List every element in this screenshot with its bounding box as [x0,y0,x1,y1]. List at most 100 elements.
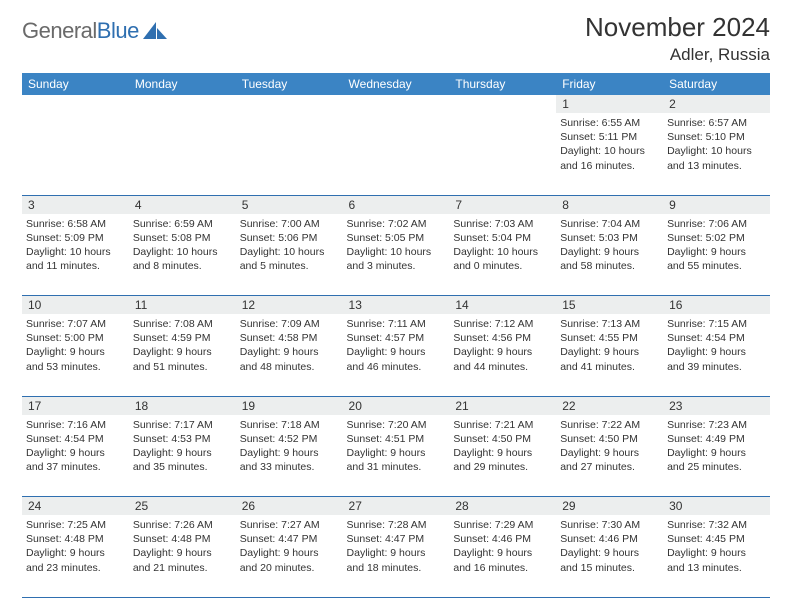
location: Adler, Russia [585,45,770,65]
sunrise-text: Sunrise: 7:08 AM [133,317,232,331]
sunset-text: Sunset: 5:03 PM [560,231,659,245]
day-cell: Sunrise: 7:20 AMSunset: 4:51 PMDaylight:… [343,415,450,497]
header: GeneralBlue November 2024 Adler, Russia [22,12,770,65]
day-cell: Sunrise: 7:26 AMSunset: 4:48 PMDaylight:… [129,515,236,597]
daynum-row: 3456789 [22,195,770,214]
sunrise-text: Sunrise: 7:15 AM [667,317,766,331]
sunset-text: Sunset: 4:46 PM [560,532,659,546]
daylight-text-2: and 15 minutes. [560,561,659,575]
sunrise-text: Sunrise: 7:02 AM [347,217,446,231]
day-number: 5 [236,195,343,214]
sunset-text: Sunset: 4:56 PM [453,331,552,345]
brand-name-blue: Blue [97,18,139,43]
weekday-header: Thursday [449,73,556,95]
day-number: 18 [129,396,236,415]
page: GeneralBlue November 2024 Adler, Russia … [0,0,792,598]
sunset-text: Sunset: 4:58 PM [240,331,339,345]
day-cell: Sunrise: 7:17 AMSunset: 4:53 PMDaylight:… [129,415,236,497]
daylight-text-2: and 23 minutes. [26,561,125,575]
day-number: 14 [449,296,556,315]
day-number: 26 [236,497,343,516]
day-number: 9 [663,195,770,214]
sunset-text: Sunset: 4:47 PM [347,532,446,546]
daylight-text-1: Daylight: 10 hours [133,245,232,259]
daylight-text-1: Daylight: 9 hours [560,546,659,560]
day-number: 13 [343,296,450,315]
day-number: 15 [556,296,663,315]
sunrise-text: Sunrise: 7:20 AM [347,418,446,432]
sunset-text: Sunset: 4:57 PM [347,331,446,345]
sunrise-text: Sunrise: 7:07 AM [26,317,125,331]
day-cell: Sunrise: 6:59 AMSunset: 5:08 PMDaylight:… [129,214,236,296]
day-cell: Sunrise: 7:18 AMSunset: 4:52 PMDaylight:… [236,415,343,497]
day-cell: Sunrise: 7:29 AMSunset: 4:46 PMDaylight:… [449,515,556,597]
day-number [129,95,236,113]
day-cell: Sunrise: 7:23 AMSunset: 4:49 PMDaylight:… [663,415,770,497]
daylight-text-2: and 35 minutes. [133,460,232,474]
sunset-text: Sunset: 4:50 PM [453,432,552,446]
daylight-text-1: Daylight: 10 hours [560,144,659,158]
day-number: 7 [449,195,556,214]
sunrise-text: Sunrise: 7:28 AM [347,518,446,532]
daylight-text-2: and 51 minutes. [133,360,232,374]
daylight-text-2: and 44 minutes. [453,360,552,374]
daynum-row: 10111213141516 [22,296,770,315]
daylight-text-2: and 16 minutes. [453,561,552,575]
daylight-text-2: and 5 minutes. [240,259,339,273]
weekday-header-row: SundayMondayTuesdayWednesdayThursdayFrid… [22,73,770,95]
sunset-text: Sunset: 5:00 PM [26,331,125,345]
day-number: 22 [556,396,663,415]
day-number: 23 [663,396,770,415]
calendar-body: 12Sunrise: 6:55 AMSunset: 5:11 PMDayligh… [22,95,770,597]
daynum-row: 12 [22,95,770,113]
day-cell [22,113,129,195]
sunrise-text: Sunrise: 7:22 AM [560,418,659,432]
week-row: Sunrise: 7:07 AMSunset: 5:00 PMDaylight:… [22,314,770,396]
day-cell: Sunrise: 7:15 AMSunset: 4:54 PMDaylight:… [663,314,770,396]
sunset-text: Sunset: 5:09 PM [26,231,125,245]
day-number: 21 [449,396,556,415]
day-number: 2 [663,95,770,113]
day-cell: Sunrise: 7:04 AMSunset: 5:03 PMDaylight:… [556,214,663,296]
day-number: 10 [22,296,129,315]
day-number: 24 [22,497,129,516]
day-cell: Sunrise: 7:06 AMSunset: 5:02 PMDaylight:… [663,214,770,296]
day-number [449,95,556,113]
sunrise-text: Sunrise: 6:55 AM [560,116,659,130]
day-cell: Sunrise: 7:21 AMSunset: 4:50 PMDaylight:… [449,415,556,497]
day-number: 1 [556,95,663,113]
daylight-text-1: Daylight: 9 hours [133,446,232,460]
sunrise-text: Sunrise: 6:58 AM [26,217,125,231]
day-cell: Sunrise: 7:09 AMSunset: 4:58 PMDaylight:… [236,314,343,396]
sunrise-text: Sunrise: 7:06 AM [667,217,766,231]
daylight-text-1: Daylight: 9 hours [240,446,339,460]
sunset-text: Sunset: 4:50 PM [560,432,659,446]
day-number: 27 [343,497,450,516]
sunrise-text: Sunrise: 7:18 AM [240,418,339,432]
daylight-text-1: Daylight: 9 hours [667,546,766,560]
day-number: 3 [22,195,129,214]
sunrise-text: Sunrise: 7:32 AM [667,518,766,532]
weekday-header: Wednesday [343,73,450,95]
day-number: 19 [236,396,343,415]
sunset-text: Sunset: 4:54 PM [667,331,766,345]
sunset-text: Sunset: 5:10 PM [667,130,766,144]
sunset-text: Sunset: 4:45 PM [667,532,766,546]
day-number: 4 [129,195,236,214]
daylight-text-2: and 13 minutes. [667,561,766,575]
sunrise-text: Sunrise: 7:09 AM [240,317,339,331]
daylight-text-1: Daylight: 9 hours [453,446,552,460]
day-number: 12 [236,296,343,315]
day-cell [449,113,556,195]
sunrise-text: Sunrise: 7:27 AM [240,518,339,532]
daylight-text-2: and 0 minutes. [453,259,552,273]
daylight-text-2: and 25 minutes. [667,460,766,474]
title-block: November 2024 Adler, Russia [585,12,770,65]
daylight-text-1: Daylight: 9 hours [453,546,552,560]
brand-name: GeneralBlue [22,18,139,44]
daylight-text-1: Daylight: 10 hours [26,245,125,259]
daylight-text-2: and 46 minutes. [347,360,446,374]
daylight-text-1: Daylight: 9 hours [26,345,125,359]
sunrise-text: Sunrise: 7:03 AM [453,217,552,231]
sunrise-text: Sunrise: 7:13 AM [560,317,659,331]
